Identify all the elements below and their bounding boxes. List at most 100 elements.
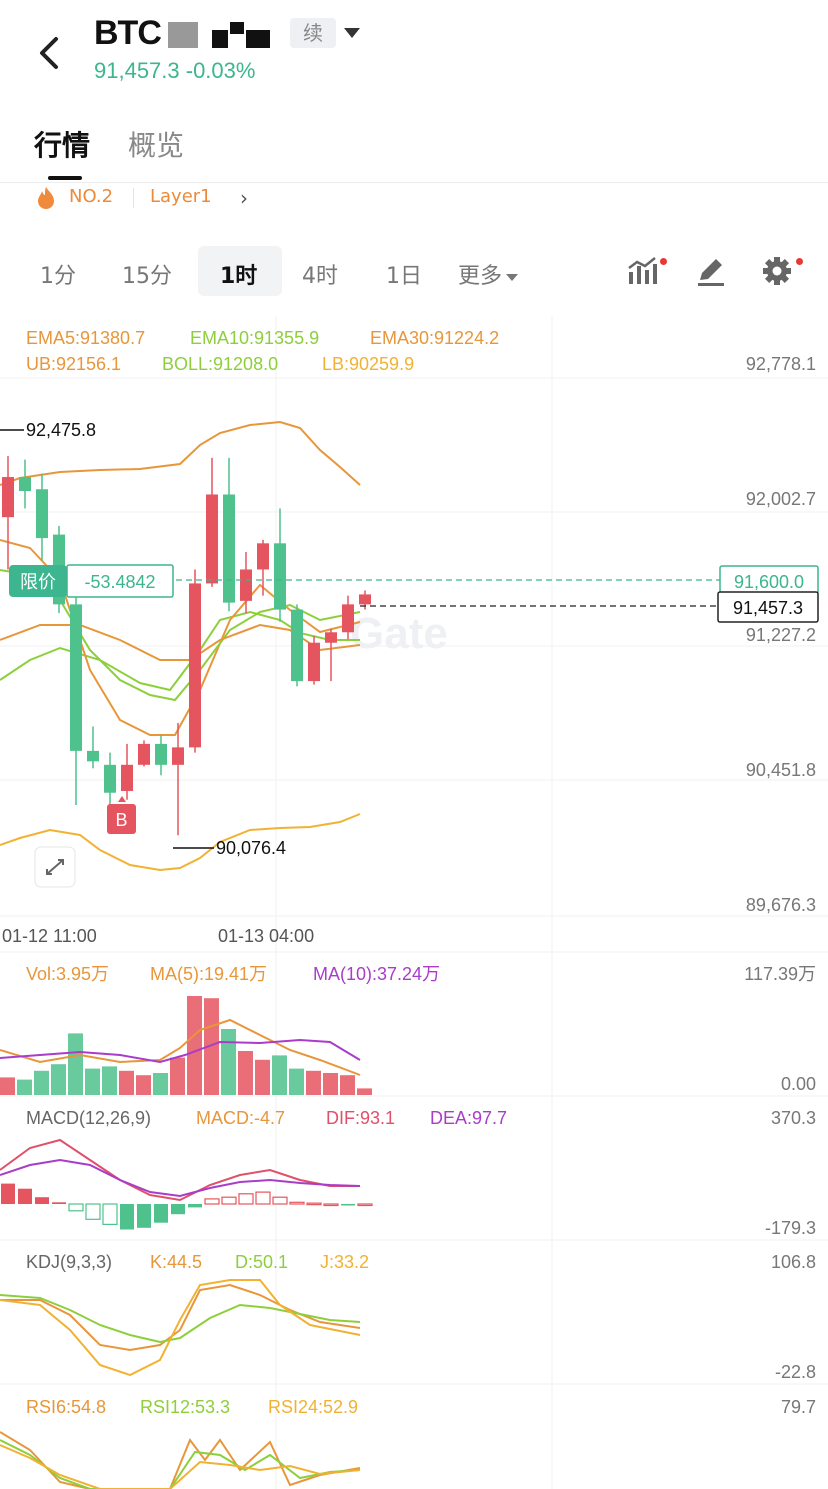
vol-label: Vol:3.95万 (26, 964, 109, 984)
macd-histogram (1, 1183, 373, 1230)
macd-bar (35, 1197, 49, 1204)
macd-bar (289, 1201, 305, 1205)
macd-bar (255, 1191, 271, 1205)
y-axis-label: 106.8 (771, 1252, 816, 1272)
volume-bar (170, 1057, 185, 1095)
d-value: D:50.1 (235, 1252, 288, 1272)
macd-bar (18, 1188, 32, 1204)
macd-value: MACD:-4.7 (196, 1108, 285, 1128)
redacted-block (246, 30, 270, 48)
flame-icon (38, 187, 54, 209)
candle-body (240, 569, 252, 601)
buy-marker[interactable]: B (107, 796, 136, 834)
volume-bar (51, 1064, 66, 1095)
tab-bar: 行情 概览 (0, 118, 828, 183)
candle-body (121, 764, 133, 791)
limit-price: 91,600.0 (734, 572, 804, 592)
macd-bar (171, 1204, 185, 1215)
boll-mid-line (0, 610, 360, 692)
rank-tag: NO.2 (69, 186, 114, 207)
macd-bar (154, 1204, 168, 1223)
indicator-icon[interactable] (626, 254, 660, 288)
volume-bar (306, 1070, 321, 1095)
contract-tag: 续 (290, 18, 336, 48)
rsi24-line (0, 1444, 361, 1489)
category-tag[interactable]: Layer1 (150, 186, 212, 207)
volume-bar (221, 1029, 236, 1095)
timeframe-more[interactable]: 更多 (458, 258, 519, 290)
y-axis-label: 0.00 (781, 1074, 816, 1094)
y-axis-label: 90,451.8 (746, 760, 816, 780)
k-value: K:44.5 (150, 1252, 202, 1272)
timeframe-1d[interactable]: 1日 (386, 264, 422, 289)
macd-bar (357, 1203, 373, 1207)
vol-ma5-label: MA(5):19.41万 (150, 964, 267, 984)
timeframe-4h[interactable]: 4时 (302, 264, 338, 289)
volume-bar (238, 1051, 253, 1095)
candle-body (325, 632, 337, 643)
y-axis-label: -179.3 (765, 1218, 816, 1238)
candle-body (155, 743, 167, 765)
ema10-label: EMA10:91355.9 (190, 328, 319, 348)
chevron-down-icon[interactable] (344, 28, 360, 38)
candles (2, 456, 371, 836)
y-axis-label: 370.3 (771, 1108, 816, 1128)
candle-body (274, 543, 286, 610)
tab-underline (48, 176, 82, 180)
chevron-right-icon[interactable]: › (240, 186, 248, 210)
caret-down-icon (506, 273, 519, 281)
boll-label: BOLL:91208.0 (162, 354, 278, 374)
limit-order-tag[interactable]: 限价 -53.4842 (9, 564, 174, 598)
ema30-label: EMA30:91224.2 (370, 328, 499, 348)
candle-body (223, 494, 235, 603)
candle-body (172, 747, 184, 765)
divider (133, 188, 134, 208)
y-axis-label: 79.7 (781, 1397, 816, 1417)
macd-bar (238, 1193, 254, 1205)
dif-value: DIF:93.1 (326, 1108, 395, 1128)
macd-bar (120, 1204, 134, 1230)
redacted-block (212, 30, 228, 48)
candle-body (87, 750, 99, 762)
macd-bar (341, 1204, 355, 1206)
price-change: 91,457.3 -0.03% (94, 58, 256, 83)
x-axis-label: 01-13 04:00 (218, 926, 314, 946)
more-label: 更多 (458, 264, 503, 289)
tab-overview[interactable]: 概览 (128, 129, 185, 162)
timeframe-15m[interactable]: 15分 (122, 264, 172, 289)
volume-bar (204, 998, 219, 1095)
volume-bar (255, 1059, 270, 1095)
boll-lower-line (0, 813, 361, 872)
back-icon[interactable] (34, 36, 64, 70)
pair-title[interactable]: BTC (94, 14, 162, 53)
timeframe-1m[interactable]: 1分 (40, 264, 76, 289)
kline-chart[interactable]: EMA5:91380.7 EMA10:91355.9 EMA30:91224.2… (0, 310, 828, 1489)
timeframe-1h[interactable]: 1时 (220, 264, 258, 289)
candle-body (70, 604, 82, 751)
settings-icon[interactable] (760, 254, 794, 288)
macd-bar (323, 1203, 339, 1207)
limit-value: -53.4842 (84, 572, 155, 592)
candle-body (359, 594, 371, 605)
volume-bar (17, 1079, 32, 1095)
macd-bar (188, 1204, 202, 1208)
volume-bar (340, 1075, 355, 1095)
candle-body (206, 494, 218, 584)
y-axis-label: 89,676.3 (746, 895, 816, 915)
vol-ma10-line (0, 1038, 361, 1064)
expand-icon[interactable] (34, 846, 76, 888)
current-price: 91,457.3 (733, 598, 803, 618)
y-axis-label: 92,002.7 (746, 489, 816, 509)
low-marker: 90,076.4 (216, 838, 286, 858)
y-axis-label: 117.39万 (744, 964, 816, 984)
macd-bar (306, 1202, 322, 1206)
volume-bar (102, 1066, 117, 1095)
candle-body (291, 609, 303, 682)
y-axis-label: 91,227.2 (746, 625, 816, 645)
macd-bar (272, 1196, 288, 1205)
tab-market[interactable]: 行情 (34, 129, 91, 162)
draw-icon[interactable] (694, 254, 728, 288)
candle-body (257, 543, 269, 570)
pair-symbol: BTC (94, 14, 162, 52)
boll-upper-line (0, 420, 361, 486)
